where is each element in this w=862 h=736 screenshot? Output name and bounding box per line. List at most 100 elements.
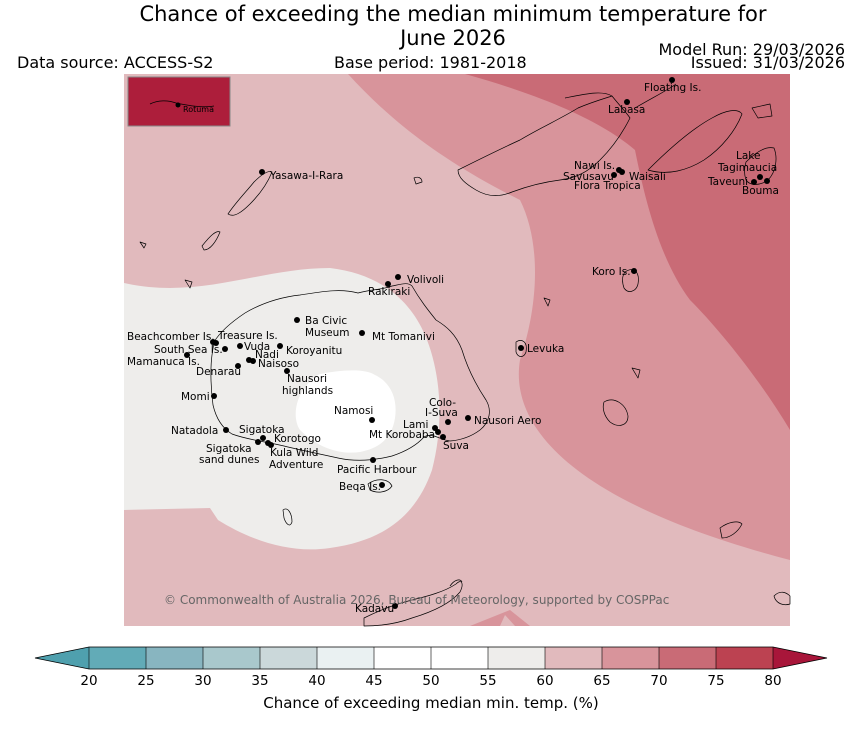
label-koroyanitu: Koroyanitu [286,345,342,357]
marker-vuda [237,343,243,349]
zone-45-55 [295,370,396,453]
marker-naisoso [250,358,256,364]
colorbar-bin-25-30 [146,647,203,669]
taveuni-area [647,110,743,173]
marker-koro [631,268,637,274]
ono-islet [449,579,463,587]
label-adventure: Adventure [269,459,323,471]
kadavu-coast [363,581,463,627]
yasawa-south [201,231,221,251]
label-volivoli: Volivoli [407,274,444,286]
marker-kadavu [392,603,398,609]
ovalau-island [515,340,527,357]
qamea-islet [751,103,773,119]
marker-volivoli [395,274,401,280]
colorbar-bin-60-65 [545,647,602,669]
label-beachcomber-is: Beachcomber Is. [127,331,215,343]
marker-momi [211,393,217,399]
label-mamanuca-is: Mamanuca Is. [127,356,200,368]
marker-mamanuca [184,352,190,358]
colorbar-bin-30-35 [203,647,260,669]
colorbar-dividers [88,647,774,669]
islet-lomaiviti [631,367,641,379]
marker-sigatoka [260,435,266,441]
label-treasure-is: Treasure Is. [217,330,278,342]
marker-natadola [223,427,229,433]
colorbar-bin-65-70 [602,647,659,669]
marker-korobaba [435,429,441,435]
marker-treasure [213,340,219,346]
model-run: Model Run: 29/03/2026 [658,40,846,59]
lau-islet [773,591,791,606]
marker-nausori-aero [465,415,471,421]
data-source: Data source: ACCESS-S2 [17,53,214,72]
label-savusavu: Savusavu [563,171,614,183]
inset-label: Rotuma [183,105,214,114]
vatulele-island [282,508,293,526]
label-kadavu: Kadavu [355,603,394,615]
tick-30: 30 [194,673,211,689]
marker-savusavu [611,172,617,178]
label-nawi-is: Nawi Is. [574,160,615,172]
tick-80: 80 [764,673,781,689]
tick-75: 75 [707,673,724,689]
beqa-island [367,479,393,493]
zone-65-70-south [470,610,530,626]
label-beqa-is: Beqa Is. [339,481,381,493]
marker-levuka [518,345,524,351]
label-natadola: Natadola [171,425,218,437]
yasawa-islands [227,171,273,216]
issued-date: Issued: 31/03/2026 [690,53,845,72]
marker-namosi [369,417,375,423]
tick-70: 70 [650,673,667,689]
label-museum: Museum [305,327,350,339]
marker-floating-is [669,77,675,83]
tick-35: 35 [251,673,268,689]
marker-waisali [619,169,625,175]
label-yasawa-i-rara: Yasawa-I-Rara [269,170,343,182]
colorbar: 20 25 30 35 40 45 50 55 60 65 70 75 80 C… [34,646,828,712]
label-south-sea-is: South Sea Is. [154,344,223,356]
place-markers [184,77,770,609]
marker-sigatoka-dunes [255,439,261,445]
label-lake: Lake [736,150,760,162]
label-nausori: Nausori [287,373,327,385]
title-line-1: Chance of exceeding the median minimum t… [139,2,767,26]
zone-55-60 [124,268,440,550]
colorbar-ticks: 20 25 30 35 40 45 50 55 60 65 70 75 80 [80,673,781,689]
label-naisoso: Naisoso [258,358,299,370]
label-colo: Colo- [429,397,456,409]
chart-title: Chance of exceeding the median minimum t… [0,2,862,50]
marker-bouma [764,178,770,184]
marker-lake [757,174,763,180]
tick-45: 45 [365,673,382,689]
marker-colo-i-suva [445,419,451,425]
label-bouma: Bouma [742,185,779,197]
label-suva: Suva [443,440,469,452]
marker-pacific-harbour [370,457,376,463]
label-taveuni: Taveuni [707,176,748,188]
label-levuka: Levuka [527,343,564,355]
label-waisali: Waisali [629,171,666,183]
label-mt-tomanivi: Mt Tomanivi [372,331,435,343]
rotuma-coast [149,100,215,108]
marker-kula [268,442,274,448]
label-labasa: Labasa [608,104,645,116]
base-period: Base period: 1981-2018 [334,53,527,72]
label-vuda: Vuda [244,341,270,353]
probability-field [124,74,790,626]
inset-marker [175,102,181,108]
title-line-2: June 2026 [400,26,506,50]
label-nausori-aero: Nausori Aero [474,415,541,427]
southern-islet [719,521,743,539]
label-momi: Momi [181,391,210,403]
marker-tomanivi [359,330,365,336]
marker-south-sea [222,346,228,352]
inset-frame [127,76,231,127]
islet-mamanuca [184,279,193,289]
tick-25: 25 [137,673,154,689]
marker-beqa [379,482,385,488]
marker-ba [294,317,300,323]
colorbar-bin-75-80 [716,647,773,669]
marker-nausori-highlands [284,368,290,374]
